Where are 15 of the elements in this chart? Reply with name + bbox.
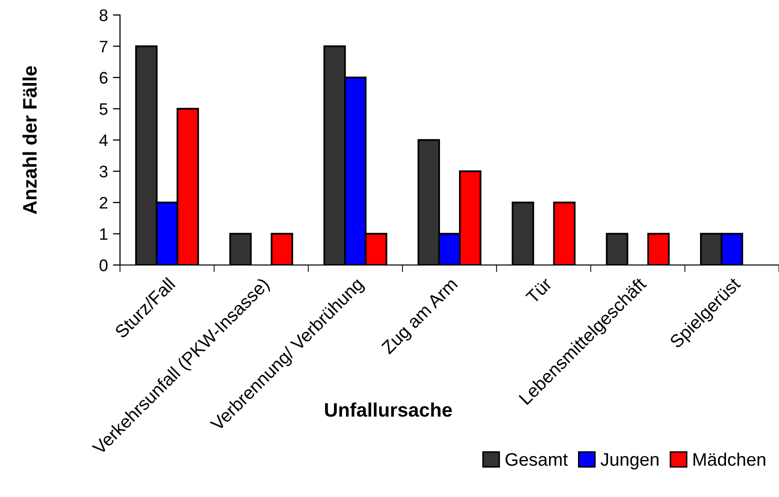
legend-label: Gesamt — [506, 453, 568, 466]
y-tick-label: 3 — [100, 166, 108, 178]
y-tick-label: 5 — [100, 103, 108, 115]
y-tick-label: 1 — [100, 228, 108, 240]
y-tick-label: 8 — [100, 9, 108, 22]
y-tick-label: 2 — [100, 196, 108, 209]
y-tick-label: 0 — [100, 259, 108, 272]
y-tick-label: 6 — [100, 72, 108, 84]
legend-label: Mädchen — [694, 452, 766, 466]
x-axis-title: Unfallursache — [325, 402, 452, 417]
y-tick-label: 7 — [100, 40, 108, 52]
y-tick-label: 4 — [99, 134, 108, 146]
x-tick-label: Zug am Arm — [380, 277, 461, 358]
legend-label: Jungen — [600, 453, 658, 470]
y-axis-title: Anzahl der Fälle — [22, 66, 37, 214]
